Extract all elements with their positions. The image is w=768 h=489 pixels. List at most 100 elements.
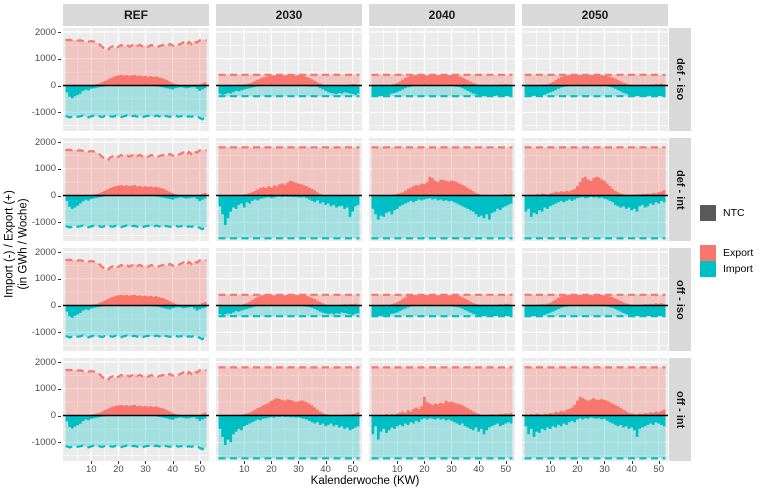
panel-def-int-2030 [216, 138, 362, 241]
x-tick-label: 30 [446, 464, 457, 475]
x-tick-mark [505, 461, 507, 464]
y-tick-label: 0 [50, 190, 56, 202]
panel-off-int-2040 [369, 358, 515, 461]
x-tick-mark [577, 461, 579, 464]
legend: NTC Export Import [700, 0, 768, 489]
y-tick-mark [58, 415, 61, 417]
panel-off-int-2050 [522, 358, 668, 461]
y-tick-mark [58, 362, 61, 363]
x-tick-mark [271, 461, 273, 464]
x-tick-label: 40 [626, 464, 637, 475]
y-tick-label: 2000 [34, 26, 56, 38]
x-tick-mark [199, 461, 201, 464]
x-tick-mark [550, 461, 552, 464]
panel-off-int-2030 [216, 358, 362, 461]
y-tick-mark [58, 112, 61, 114]
panel-def-iso-2040 [369, 28, 515, 131]
y-axis-title-line1: Import (-) / Export (+) [3, 190, 16, 298]
y-tick-label: 1000 [34, 53, 56, 65]
x-tick-mark [631, 461, 633, 464]
legend-item-import: Import [700, 261, 753, 277]
x-tick-label: 10 [238, 464, 250, 475]
x-tick-mark [352, 461, 354, 464]
legend-item-ntc: NTC [700, 205, 745, 221]
y-tick-label: 2000 [34, 246, 56, 258]
x-tick-label: 40 [473, 464, 484, 475]
facet-row-strip-def-iso: def - iso [669, 28, 691, 131]
y-tick-mark [58, 32, 61, 33]
y-tick-label: 1000 [34, 163, 56, 175]
x-tick-mark [451, 461, 453, 464]
x-tick-mark [658, 461, 660, 464]
y-tick-mark [58, 305, 61, 307]
x-tick-label: 30 [140, 464, 151, 475]
panel-def-int-2040 [369, 138, 515, 241]
y-tick-label: 0 [50, 80, 56, 92]
panel-off-iso-2050 [522, 248, 668, 351]
panel-off-int-ref [63, 358, 209, 461]
x-tick-label: 40 [320, 464, 331, 475]
x-tick-mark [118, 461, 120, 464]
facet-row-strip-off-iso: off - iso [669, 248, 691, 351]
x-tick-mark [604, 461, 606, 464]
x-tick-label: 40 [167, 464, 178, 475]
x-tick-mark [244, 461, 246, 464]
y-tick-mark [58, 442, 61, 444]
facet-row-strip-def-int: def - int [669, 138, 691, 241]
x-tick-label: 50 [347, 464, 358, 475]
facet-col-strip-2050: 2050 [522, 4, 668, 26]
facet-col-strip-2040: 2040 [369, 4, 515, 26]
x-tick-mark [298, 461, 300, 464]
ntc-legend-label: NTC [723, 207, 745, 219]
y-tick-label: -1000 [31, 436, 56, 448]
y-tick-mark [58, 388, 61, 390]
y-tick-mark [58, 222, 61, 224]
export-legend-label: Export [723, 247, 754, 259]
panel-def-int-2050 [522, 138, 668, 241]
x-tick-mark [325, 461, 327, 464]
x-tick-mark [91, 461, 93, 464]
x-tick-label: 50 [500, 464, 511, 475]
y-tick-mark [58, 58, 61, 60]
y-tick-mark [58, 252, 61, 253]
y-tick-mark [58, 332, 61, 334]
x-tick-label: 50 [194, 464, 205, 475]
panel-off-iso-ref [63, 248, 209, 351]
y-tick-label: 2000 [34, 356, 56, 368]
panel-off-iso-2040 [369, 248, 515, 351]
ntc-legend-swatch [700, 205, 716, 221]
x-axis-title: Kalenderwoche (KW) [310, 475, 420, 487]
panel-def-iso-2030 [216, 28, 362, 131]
import-legend-swatch [700, 261, 716, 277]
x-tick-label: 20 [113, 464, 124, 475]
y-tick-label: 1000 [34, 383, 56, 395]
x-tick-mark [172, 461, 174, 464]
x-tick-mark [478, 461, 480, 464]
y-tick-mark [58, 278, 61, 280]
x-tick-label: 20 [266, 464, 277, 475]
x-tick-mark [145, 461, 147, 464]
x-tick-label: 50 [653, 464, 664, 475]
y-tick-label: -1000 [31, 106, 56, 118]
y-tick-mark [58, 142, 61, 143]
x-tick-mark [424, 461, 426, 464]
y-tick-label: 0 [50, 300, 56, 312]
y-tick-label: 2000 [34, 136, 56, 148]
y-tick-label: 0 [50, 410, 56, 422]
panel-def-iso-ref [63, 28, 209, 131]
y-tick-mark [58, 85, 61, 87]
x-tick-label: 20 [419, 464, 430, 475]
y-tick-label: -1000 [31, 326, 56, 338]
y-tick-label: 1000 [34, 273, 56, 285]
x-tick-label: 10 [391, 464, 403, 475]
x-tick-label: 20 [572, 464, 583, 475]
facet-col-strip-2030: 2030 [216, 4, 362, 26]
facet-col-strip-ref: REF [63, 4, 209, 26]
panel-off-iso-2030 [216, 248, 362, 351]
import-legend-label: Import [723, 263, 753, 275]
y-tick-label: -1000 [31, 216, 56, 228]
x-tick-mark [397, 461, 399, 464]
x-tick-label: 30 [599, 464, 610, 475]
x-tick-label: 10 [85, 464, 97, 475]
